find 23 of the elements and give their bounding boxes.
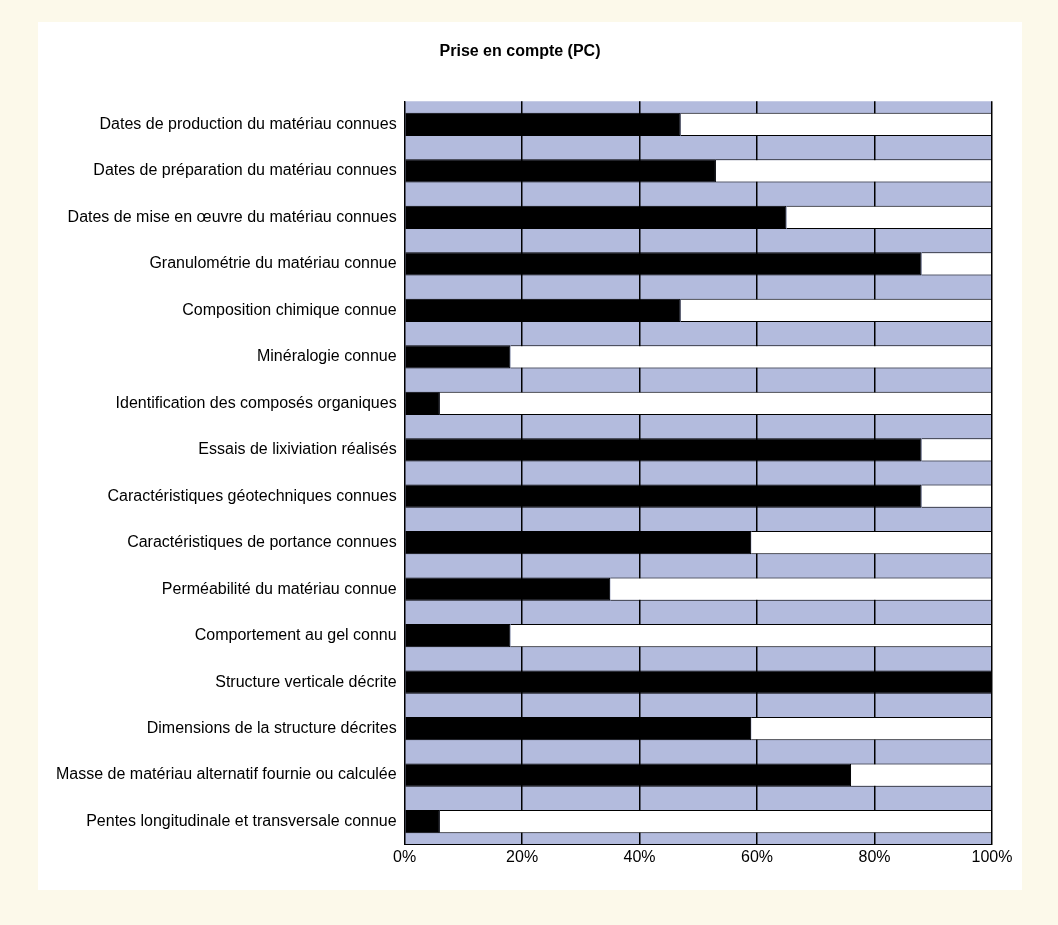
- y-tick-label: Dates de production du matériau connues: [99, 114, 397, 132]
- y-tick-label: Granulométrie du matériau connue: [149, 254, 397, 272]
- y-tick-label: Pentes longitudinale et transversale connue: [86, 811, 397, 829]
- chart-title: Prise en compte (PC): [439, 42, 601, 60]
- y-tick-label: Essais de lixiviation réalisés: [198, 440, 397, 458]
- y-tick-label: Perméabilité du matériau connue: [161, 579, 397, 597]
- x-tick-label: 80%: [858, 847, 891, 865]
- y-tick-label: Caractéristiques de portance connues: [127, 533, 397, 551]
- y-tick-label: Dates de mise en œuvre du matériau connues: [67, 207, 397, 225]
- y-tick-label: Composition chimique connue: [182, 300, 397, 318]
- y-tick-label: Minéralogie connue: [256, 347, 397, 365]
- y-tick-label: Comportement au gel connu: [194, 626, 397, 644]
- y-tick-label: Structure verticale décrite: [215, 672, 397, 690]
- y-tick-label: Dates de préparation du matériau connues: [93, 161, 397, 179]
- y-tick-label: Caractéristiques géotechniques connues: [107, 486, 397, 504]
- x-tick-label: 40%: [623, 847, 656, 865]
- x-tick-label: 60%: [741, 847, 774, 865]
- y-tick-label: Dimensions de la structure décrites: [146, 719, 397, 737]
- y-tick-label: Identification des composés organiques: [115, 393, 397, 411]
- x-tick-label: 100%: [971, 847, 1013, 865]
- y-tick-label: Masse de matériau alternatif fournie ou calculée: [55, 765, 397, 783]
- x-tick-label: 20%: [506, 847, 539, 865]
- x-tick-label: 0%: [393, 847, 417, 865]
